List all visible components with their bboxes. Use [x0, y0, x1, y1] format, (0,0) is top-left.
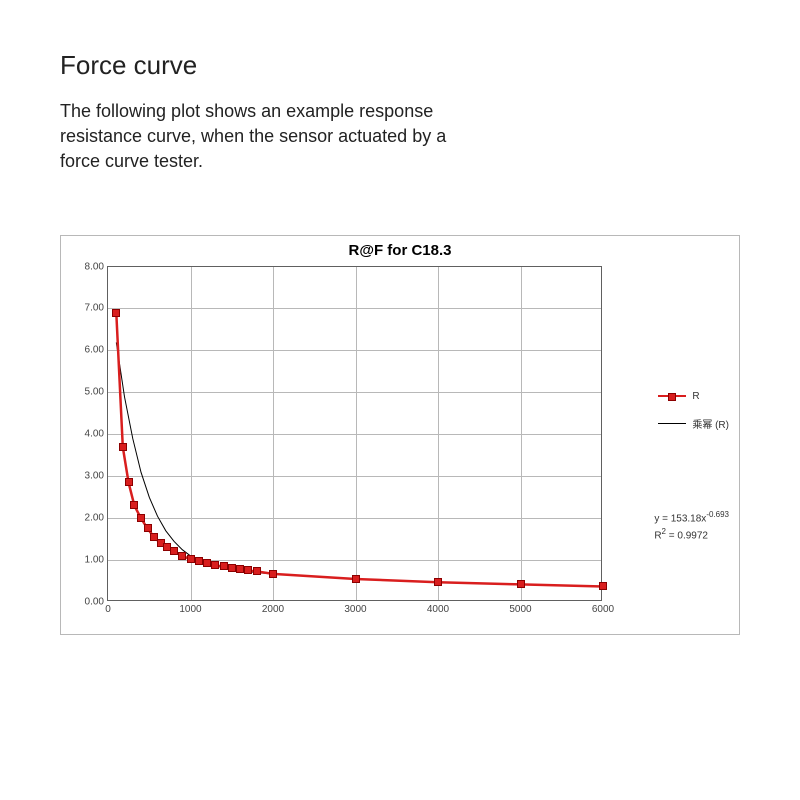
series-r-marker	[203, 559, 211, 567]
series-r-marker	[253, 567, 261, 575]
equation-line-2: R2 = 0.9972	[654, 526, 729, 543]
series-r-marker	[517, 580, 525, 588]
y-tick-label: 4.00	[85, 429, 104, 440]
x-tick-label: 4000	[427, 604, 449, 615]
eq-rval: = 0.9972	[666, 531, 708, 542]
eq-y: y =	[654, 513, 670, 524]
y-tick-label: 8.00	[85, 261, 104, 272]
series-r-marker	[187, 555, 195, 563]
legend-swatch-r	[658, 395, 686, 397]
chart-container: R@F for C18.3 0.001.002.003.004.005.006.…	[60, 235, 740, 635]
series-r-marker	[112, 309, 120, 317]
chart-legend: R 乘幂 (R)	[658, 391, 729, 445]
series-r-marker	[170, 547, 178, 555]
eq-coef: 153.18x	[671, 513, 707, 524]
x-tick-label: 2000	[262, 604, 284, 615]
legend-label-trend: 乘幂 (R)	[692, 416, 729, 431]
series-r-marker	[228, 564, 236, 572]
plot-area: 0.001.002.003.004.005.006.007.008.000100…	[107, 266, 602, 601]
y-tick-label: 0.00	[85, 596, 104, 607]
series-r-marker	[211, 561, 219, 569]
series-r-marker	[195, 557, 203, 565]
series-r-marker	[178, 552, 186, 560]
trend-line	[116, 342, 603, 586]
trendline-equation: y = 153.18x-0.693 R2 = 0.9972	[654, 509, 729, 544]
series-r-marker	[599, 582, 607, 590]
legend-item-R: R	[658, 391, 729, 402]
y-tick-label: 7.00	[85, 303, 104, 314]
x-tick-label: 1000	[179, 604, 201, 615]
x-tick-label: 6000	[592, 604, 614, 615]
series-r-marker	[352, 575, 360, 583]
legend-swatch-trend	[658, 423, 686, 424]
series-r-marker	[269, 570, 277, 578]
page-title: Force curve	[60, 50, 740, 81]
eq-exp: -0.693	[706, 510, 729, 519]
y-tick-label: 5.00	[85, 387, 104, 398]
series-r-marker	[434, 578, 442, 586]
series-r-marker	[125, 478, 133, 486]
series-r-line	[116, 313, 603, 586]
y-tick-label: 3.00	[85, 470, 104, 481]
series-r-marker	[144, 524, 152, 532]
x-tick-label: 5000	[509, 604, 531, 615]
y-tick-label: 2.00	[85, 512, 104, 523]
x-tick-label: 0	[105, 604, 111, 615]
chart-title: R@F for C18.3	[61, 242, 739, 259]
page-description: The following plot shows an example resp…	[60, 99, 460, 175]
series-r-marker	[137, 514, 145, 522]
legend-marker-r	[668, 393, 676, 401]
eq-r: R	[654, 531, 661, 542]
series-r-marker	[130, 501, 138, 509]
series-r-marker	[220, 562, 228, 570]
series-r-marker	[244, 566, 252, 574]
y-tick-label: 1.00	[85, 554, 104, 565]
y-tick-label: 6.00	[85, 345, 104, 356]
series-r-marker	[119, 443, 127, 451]
legend-item-trend: 乘幂 (R)	[658, 416, 729, 431]
legend-label-r: R	[692, 391, 699, 402]
series-r-marker	[236, 565, 244, 573]
equation-line-1: y = 153.18x-0.693	[654, 509, 729, 526]
x-tick-label: 3000	[344, 604, 366, 615]
